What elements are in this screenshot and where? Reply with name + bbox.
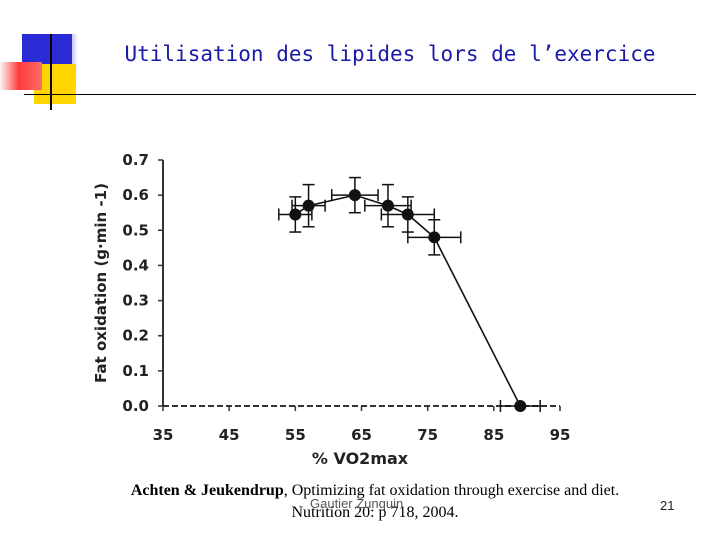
y-tick-label: 0.5 (122, 221, 149, 239)
x-tick-label: 95 (550, 426, 571, 444)
data-point (401, 208, 414, 221)
y-tick-label: 0.0 (122, 397, 149, 415)
decor-red-bar (0, 62, 42, 90)
series-layer (278, 176, 541, 412)
x-tick-label: 85 (483, 426, 504, 444)
page-number: 21 (660, 498, 675, 513)
y-tick-label: 0.7 (122, 151, 149, 169)
footer-author: Gautier Zunquin (310, 496, 404, 511)
y-tick-label: 0.4 (122, 256, 149, 274)
x-tick-label: 35 (153, 426, 174, 444)
citation-journal: Nutrition 20: p 718, 2004. (291, 504, 459, 521)
decor-horizontal-rule (24, 94, 696, 95)
x-tick-label: 65 (351, 426, 372, 444)
data-point (302, 199, 315, 212)
data-point (428, 231, 441, 244)
y-tick-label: 0.6 (122, 186, 149, 204)
decor-vertical-rule (50, 34, 52, 110)
citation: Achten & Jeukendrup, Optimizing fat oxid… (80, 480, 670, 524)
chart-axes (158, 159, 561, 411)
x-axis-label: % VO2max (312, 449, 409, 468)
x-tick-label: 55 (285, 426, 306, 444)
data-point (289, 208, 302, 221)
data-point (348, 189, 361, 202)
y-tick-label: 0.3 (122, 292, 149, 310)
y-axis-label: Fat oxidation (g·min -1) (92, 183, 110, 383)
citation-title: , Optimizing fat oxidation through exerc… (283, 482, 620, 499)
x-tick-label: 75 (417, 426, 438, 444)
y-tick-label: 0.2 (122, 327, 149, 345)
y-tick-labels: 0.0 0.1 0.2 0.3 0.4 0.5 0.6 0.7 (122, 151, 149, 415)
y-tick-label: 0.1 (122, 362, 149, 380)
citation-authors: Achten & Jeukendrup (130, 482, 284, 499)
data-point (381, 199, 394, 212)
data-point (514, 400, 527, 412)
slide-title: Utilisation des lipides lors de l’exerci… (124, 42, 656, 66)
x-tick-labels: 35 45 55 65 75 85 95 (153, 426, 571, 444)
x-tick-label: 45 (219, 426, 240, 444)
